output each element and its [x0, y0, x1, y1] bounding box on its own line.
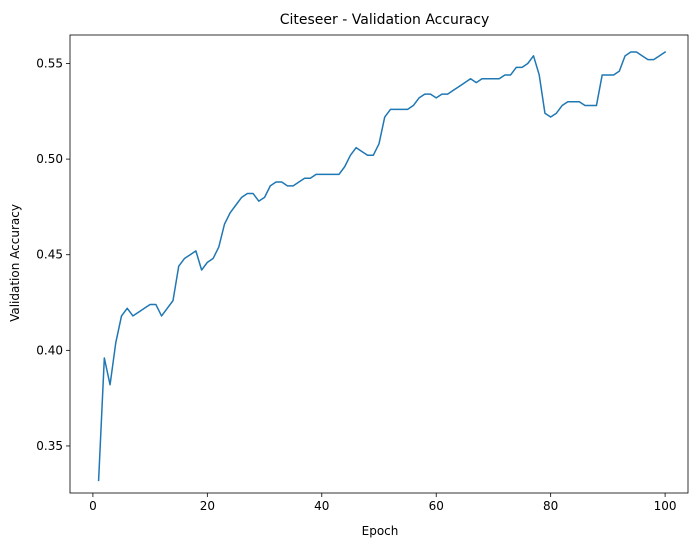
series-layer: [97, 50, 667, 482]
y-axis-label: Validation Accuracy: [8, 204, 22, 322]
y-tick-label: 0.45: [36, 248, 63, 262]
y-tick-label: 0.55: [36, 56, 63, 70]
x-tick-label: 20: [200, 499, 215, 513]
y-tick-label: 0.35: [36, 439, 63, 453]
y-tick-label: 0.40: [36, 343, 63, 357]
x-axis-ticks: 0 20 40 60 80 100: [89, 493, 677, 513]
x-tick-label: 80: [543, 499, 558, 513]
axes-frame: [69, 34, 689, 494]
x-tick-label: 100: [654, 499, 677, 513]
plot-area: [70, 35, 699, 493]
x-tick-label: 0: [89, 499, 97, 513]
y-tick-label: 0.50: [36, 152, 63, 166]
plot-frame: [70, 35, 699, 493]
x-tick-label: 60: [429, 499, 444, 513]
series-line-0: [97, 50, 667, 482]
x-tick-label: 40: [314, 499, 329, 513]
x-axis-label: Epoch: [362, 524, 399, 538]
y-axis-ticks: 0.35 0.40 0.45 0.50 0.55: [36, 56, 70, 453]
chart-title: Citeseer - Validation Accuracy: [280, 12, 490, 28]
axes-spines: [69, 34, 689, 494]
